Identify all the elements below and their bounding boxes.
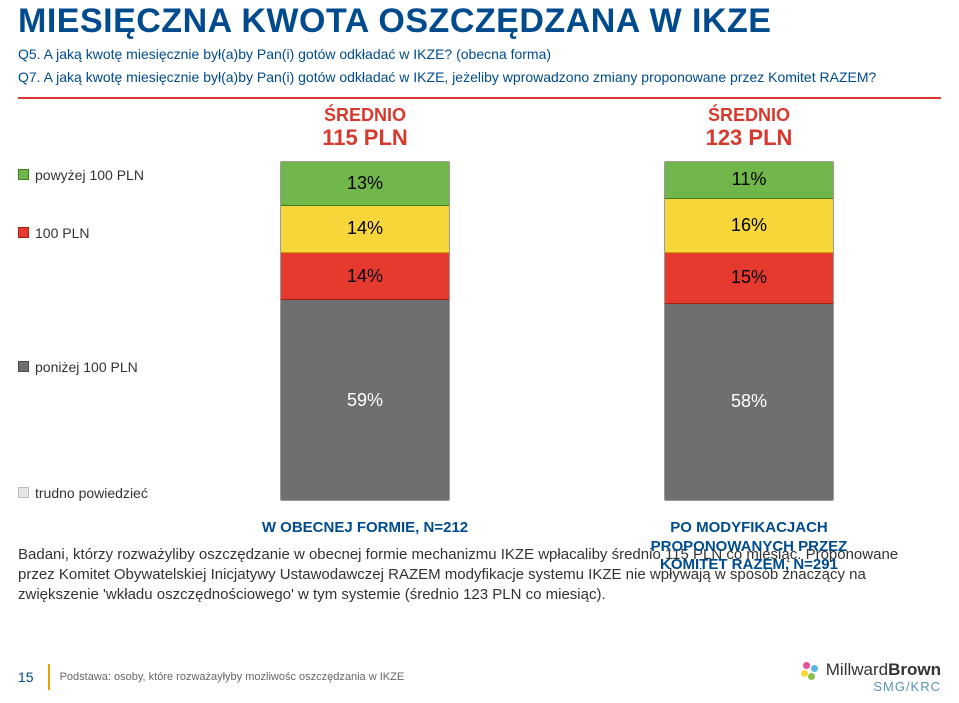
- bar-segment-below100: 59%: [281, 300, 449, 499]
- legend-swatch-hardtosay: [18, 487, 29, 498]
- legend-item-above100: powyżej 100 PLN: [18, 167, 173, 183]
- stacked-bar: 11%16%15%58%: [664, 161, 834, 501]
- average-header: ŚREDNIO115 PLN: [322, 105, 408, 151]
- question-q5: Q5. A jaką kwotę miesięcznie był(a)by Pa…: [18, 45, 941, 64]
- bar-segment-above100: 13%: [281, 162, 449, 206]
- footer-separator: [48, 664, 50, 690]
- bar-segment-below100: 58%: [665, 304, 833, 500]
- footer: 15 Podstawa: osoby, które rozważayłyby m…: [18, 661, 941, 693]
- bars-container: ŚREDNIO115 PLN13%14%14%59%W OBECNEJ FORM…: [173, 105, 941, 535]
- brand-sub: SMG/KRC: [801, 680, 941, 693]
- page-title: MIESIĘCZNA KWOTA OSZCZĘDZANA W IKZE: [18, 0, 941, 41]
- page-number: 15: [18, 669, 34, 685]
- legend-item-below100: poniżej 100 PLN: [18, 359, 173, 375]
- legend-swatch-above100: [18, 169, 29, 180]
- header-divider: [18, 97, 941, 99]
- chart-area: powyżej 100 PLN 100 PLN poniżej 100 PLN …: [18, 105, 941, 535]
- legend-item-hardtosay: trudno powiedzieć: [18, 485, 173, 501]
- bar-group: ŚREDNIO115 PLN13%14%14%59%W OBECNEJ FORM…: [258, 105, 473, 538]
- legend-label: 100 PLN: [35, 225, 89, 241]
- column-footer-label: PO MODYFIKACJACH PROPONOWANYCH PRZEZ KOM…: [642, 519, 857, 575]
- legend-swatch-exactly100: [18, 227, 29, 238]
- legend-column: powyżej 100 PLN 100 PLN poniżej 100 PLN …: [18, 105, 173, 535]
- legend-item-exactly100: 100 PLN: [18, 225, 173, 241]
- flower-icon: [801, 662, 819, 680]
- legend-swatch-below100: [18, 361, 29, 372]
- bar-segment-exactly100: 14%: [281, 253, 449, 300]
- bar-segment-unknown_middle: 14%: [281, 206, 449, 253]
- bar-segment-unknown_middle: 16%: [665, 199, 833, 253]
- stacked-bar: 13%14%14%59%: [280, 161, 450, 501]
- question-q7: Q7. A jaką kwotę miesięcznie był(a)by Pa…: [18, 68, 941, 87]
- average-header: ŚREDNIO123 PLN: [706, 105, 793, 151]
- bar-group: ŚREDNIO123 PLN 11%16%15%58% PO MODYFIKACJA…: [642, 105, 857, 575]
- legend-label: powyżej 100 PLN: [35, 167, 144, 183]
- legend-label: trudno powiedzieć: [35, 485, 148, 501]
- bar-segment-above100: 11%: [665, 162, 833, 199]
- brand-main: MillwardBrown: [801, 661, 941, 680]
- column-footer-label: W OBECNEJ FORMIE, N=212: [262, 519, 468, 538]
- footer-base-note: Podstawa: osoby, które rozważayłyby mozl…: [60, 671, 405, 683]
- legend-label: poniżej 100 PLN: [35, 359, 138, 375]
- bar-segment-exactly100: 15%: [665, 253, 833, 304]
- brand-block: MillwardBrown SMG/KRC: [801, 661, 941, 693]
